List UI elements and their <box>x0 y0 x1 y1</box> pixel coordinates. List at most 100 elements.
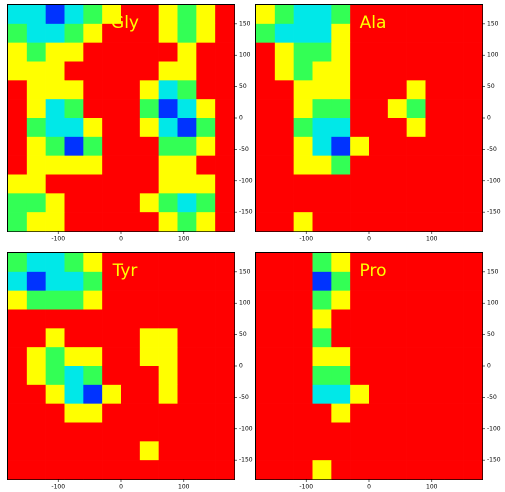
heat-cell <box>26 174 46 194</box>
heat-cell <box>425 42 445 62</box>
heat-cell <box>369 5 389 25</box>
heat-cell <box>45 155 65 175</box>
heat-cell <box>331 5 351 25</box>
heat-cell <box>196 42 216 62</box>
heat-cell <box>444 271 464 291</box>
heat-cell <box>387 99 407 119</box>
y-tick-label: 100 <box>487 300 499 307</box>
heat-cell <box>177 212 197 232</box>
heat-cell <box>102 80 122 100</box>
heat-cell <box>406 193 426 213</box>
heat-cell <box>26 136 46 156</box>
heat-cell <box>158 366 178 386</box>
heat-cell <box>387 23 407 43</box>
heat-cell <box>158 422 178 442</box>
heat-cell <box>139 118 159 138</box>
heat-cell <box>387 212 407 232</box>
heat-cell <box>215 403 235 423</box>
heat-cell <box>8 155 28 175</box>
heat-cell <box>312 460 332 480</box>
heat-cell <box>8 99 28 119</box>
heat-cell <box>369 384 389 404</box>
heat-cell <box>215 271 235 291</box>
heat-cell <box>102 5 122 25</box>
heat-cell <box>312 42 332 62</box>
heat-cell <box>121 174 141 194</box>
heat-cell <box>463 136 483 156</box>
heat-cell <box>293 366 313 386</box>
heat-cell <box>83 99 103 119</box>
heat-cell <box>256 42 276 62</box>
heat-cell <box>177 99 197 119</box>
heat-cell <box>425 253 445 273</box>
heat-cell <box>83 309 103 329</box>
heat-cell <box>274 253 294 273</box>
heat-cell <box>463 5 483 25</box>
heat-cell <box>215 193 235 213</box>
heat-cell <box>331 403 351 423</box>
heat-cell <box>463 460 483 480</box>
heat-cell <box>406 80 426 100</box>
heat-cell <box>331 80 351 100</box>
y-tick-label: 0 <box>239 363 243 370</box>
heat-cell <box>369 193 389 213</box>
heat-cell <box>331 99 351 119</box>
heat-cell <box>387 61 407 81</box>
heat-cell <box>350 118 370 138</box>
heat-cell <box>312 155 332 175</box>
heat-cell <box>177 328 197 348</box>
heat-cell <box>256 460 276 480</box>
heat-cell <box>312 118 332 138</box>
heat-cell <box>331 136 351 156</box>
heat-cell <box>215 99 235 119</box>
heat-cell <box>8 328 28 348</box>
heat-cell <box>444 441 464 461</box>
heat-cell <box>293 212 313 232</box>
heat-cell <box>102 193 122 213</box>
heat-cell <box>274 193 294 213</box>
heat-cell <box>139 460 159 480</box>
heat-cell <box>331 174 351 194</box>
heat-cell <box>196 290 216 310</box>
heat-cell <box>177 290 197 310</box>
heat-cell <box>293 271 313 291</box>
heat-cell <box>64 174 84 194</box>
heat-cell <box>312 422 332 442</box>
heat-cell <box>215 155 235 175</box>
heat-cell <box>293 384 313 404</box>
heat-cell <box>256 80 276 100</box>
heat-cell <box>256 441 276 461</box>
heat-cell <box>444 23 464 43</box>
heat-cell <box>387 253 407 273</box>
heat-cell <box>121 42 141 62</box>
heat-cell <box>139 212 159 232</box>
heat-cell <box>102 136 122 156</box>
heat-cell <box>444 99 464 119</box>
heat-cell <box>293 136 313 156</box>
heat-cell <box>45 5 65 25</box>
heat-cell <box>369 460 389 480</box>
heat-cell <box>215 61 235 81</box>
heat-cell <box>444 136 464 156</box>
heat-cell <box>387 174 407 194</box>
heat-cell <box>463 155 483 175</box>
heat-cell <box>196 347 216 367</box>
heat-cell <box>387 441 407 461</box>
heat-cell <box>196 253 216 273</box>
heat-cell <box>102 212 122 232</box>
heat-cell <box>45 403 65 423</box>
heat-cell <box>196 174 216 194</box>
y-tick-label: -50 <box>239 146 249 153</box>
heat-cell <box>256 403 276 423</box>
heat-cell <box>8 23 28 43</box>
heat-cell <box>312 366 332 386</box>
heat-cell <box>177 366 197 386</box>
heat-cell <box>215 23 235 43</box>
heat-cell <box>256 271 276 291</box>
heat-cell <box>425 118 445 138</box>
heat-cell <box>215 366 235 386</box>
heat-cell <box>102 23 122 43</box>
heat-cell <box>425 61 445 81</box>
heat-cell <box>158 23 178 43</box>
x-tick-label: 0 <box>119 484 123 491</box>
